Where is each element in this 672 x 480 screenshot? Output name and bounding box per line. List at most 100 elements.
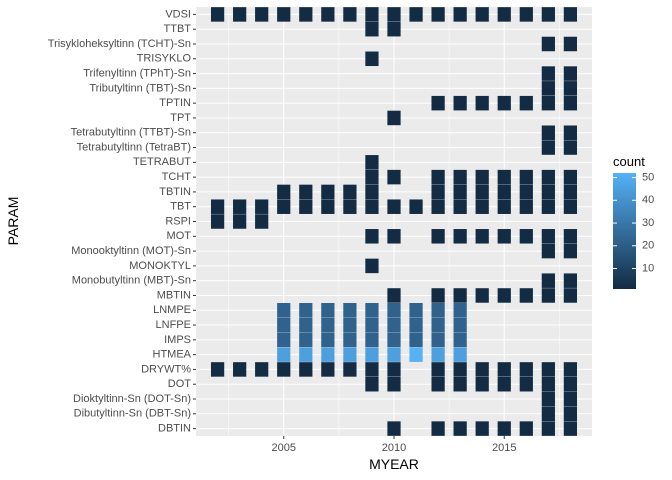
heatmap-cell (475, 184, 489, 200)
heatmap-cell (563, 229, 578, 244)
heatmap-cell (343, 362, 357, 377)
heatmap-cell (365, 347, 379, 362)
heatmap-cell (431, 288, 445, 303)
heatmap-cell (453, 229, 467, 244)
heatmap-cell (453, 362, 467, 377)
heatmap-cell (541, 288, 555, 303)
heatmap-cell (431, 347, 445, 362)
heatmap-cell (541, 376, 555, 392)
heatmap-cell (409, 317, 423, 333)
y-tick-label: TBT (170, 201, 191, 213)
heatmap-cell (365, 376, 379, 392)
heatmap-cell (277, 332, 291, 348)
heatmap-cell (475, 199, 489, 214)
heatmap-cell (365, 21, 379, 37)
x-axis-title: MYEAR (369, 456, 419, 472)
heatmap-cell (519, 362, 533, 377)
heatmap-cell (541, 7, 555, 22)
heatmap-cell (387, 362, 401, 377)
heatmap-cell (409, 332, 423, 348)
y-tick-label: LNMPE (153, 304, 191, 316)
heatmap-cell (210, 362, 225, 377)
y-tick-label: TCHT (162, 171, 192, 183)
y-tick-label: Dioktyltinn-Sn (DOT-Sn) (73, 393, 191, 405)
heatmap-cell (343, 332, 357, 348)
heatmap-cell (453, 421, 467, 436)
heatmap-cell (475, 376, 489, 392)
heatmap-cell (343, 184, 357, 200)
heatmap-cell (563, 36, 578, 52)
heatmap-cell (233, 199, 247, 214)
heatmap-cell (453, 332, 467, 348)
y-tick-label: HTMEA (153, 349, 192, 361)
heatmap-cell (233, 362, 247, 377)
y-tick-label: Tributyltinn (TBT)-Sn (89, 82, 191, 94)
heatmap-cell (453, 7, 467, 22)
y-tick-label: DBTIN (158, 423, 191, 435)
heatmap-cell (563, 243, 578, 259)
y-tick-label: Trifenyltinn (TPhT)-Sn (83, 67, 191, 79)
heatmap-cell (563, 288, 578, 303)
heatmap-cell (277, 184, 291, 200)
heatmap-cell (343, 7, 357, 22)
heatmap-cell (387, 421, 401, 436)
y-axis-ticks: VDSI TTBT Trisykloheksyltinn (TCHT)-Sn TRIS… (48, 8, 196, 435)
heatmap-cell (387, 347, 401, 362)
heatmap-cell (541, 36, 555, 52)
x-tick-label: 2015 (492, 442, 516, 454)
heatmap-cell (563, 362, 578, 377)
legend-tick-label: 40 (642, 194, 654, 206)
heatmap-cell (519, 199, 533, 214)
heatmap-cell (431, 332, 445, 348)
heatmap-cell (321, 362, 335, 377)
y-tick-label: Monooktyltinn (MOT)-Sn (71, 245, 191, 257)
heatmap-cell (387, 376, 401, 392)
heatmap-cell (277, 317, 291, 333)
heatmap-cell (563, 169, 578, 185)
heatmap-cell (475, 288, 489, 303)
heatmap-cell (387, 199, 401, 214)
heatmap-cell (431, 362, 445, 377)
heatmap-cell (387, 332, 401, 348)
x-tick-label: 2005 (272, 442, 296, 454)
y-tick-label: Trisykloheksyltinn (TCHT)-Sn (48, 38, 191, 50)
heatmap-cell (475, 169, 489, 185)
y-tick-label: MOT (167, 230, 192, 242)
heatmap-cell (541, 169, 555, 185)
heatmap-cell (409, 199, 423, 214)
heatmap-cell (431, 421, 445, 436)
legend-tick-label: 50 (642, 171, 654, 183)
y-tick-label: VDSI (165, 8, 191, 20)
heatmap-cell (519, 288, 533, 303)
heatmap-cell (541, 140, 555, 155)
legend-colorbar (613, 173, 636, 289)
heatmap-cell (431, 229, 445, 244)
heatmap-cell (519, 95, 533, 111)
heatmap-cell (343, 317, 357, 333)
heatmap-cell (563, 376, 578, 392)
legend-tick-label: 30 (642, 217, 654, 229)
legend-tick-label: 10 (642, 262, 654, 274)
heatmap-cell (497, 7, 511, 22)
heatmap-cell (431, 199, 445, 214)
y-axis-title: PARAM (5, 197, 21, 246)
heatmap-cell (541, 421, 555, 436)
heatmap-cell (541, 125, 555, 140)
heatmap-cell (321, 332, 335, 348)
heatmap-cell (563, 199, 578, 214)
heatmap-cell (387, 303, 401, 318)
heatmap-cell (431, 95, 445, 111)
heatmap-cell (453, 95, 467, 111)
heatmap-cell (365, 184, 379, 200)
heatmap-cell (563, 7, 578, 22)
heatmap-cell (453, 376, 467, 392)
heatmap-cell (541, 273, 555, 288)
heatmap-cell (497, 362, 511, 377)
heatmap-cell (541, 229, 555, 244)
x-axis-ticks: 2005 2010 2015 (272, 436, 516, 454)
heatmap-cell (541, 184, 555, 200)
heatmap-cell (475, 421, 489, 436)
heatmap-cell (321, 184, 335, 200)
heatmap-cell (453, 184, 467, 200)
heatmap-cell (365, 155, 379, 170)
